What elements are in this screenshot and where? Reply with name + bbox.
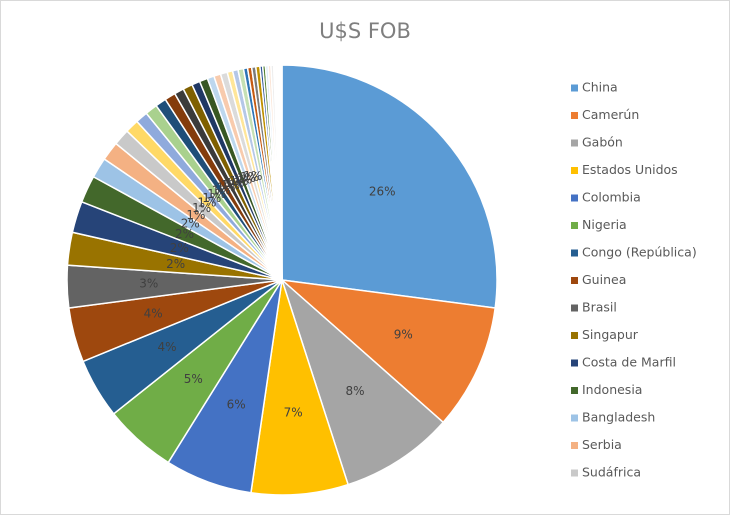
legend-label: Colombia (582, 190, 641, 205)
legend-swatch (571, 304, 578, 312)
legend-label: Gabón (582, 135, 623, 150)
chart-title: U$S FOB (319, 19, 411, 43)
data-label: 1% (225, 176, 244, 190)
legend-label: Nigeria (582, 217, 627, 232)
data-label: 5% (184, 372, 203, 386)
data-label: 2% (175, 227, 194, 241)
pie-slice (279, 64, 283, 281)
data-label: 1% (237, 171, 256, 185)
legend-swatch (571, 414, 578, 422)
data-label: 1% (216, 181, 235, 195)
data-label: 1% (192, 201, 211, 215)
data-label: 2% (166, 257, 185, 271)
legend-label: China (582, 80, 618, 95)
legend-label: Brasil (582, 300, 617, 315)
data-label: 9% (394, 328, 413, 342)
legend-label: Camerún (582, 107, 639, 122)
data-label: 8% (346, 384, 365, 398)
legend-swatch (571, 249, 578, 257)
legend-label: Congo (República) (582, 245, 697, 260)
legend-label: Guinea (582, 272, 626, 287)
legend-label: Costa de Marfil (582, 355, 676, 370)
legend-swatch (571, 112, 578, 119)
data-label: 4% (157, 340, 176, 354)
pie-slice (281, 64, 498, 309)
legend-swatch (571, 359, 578, 367)
data-label: 26% (369, 185, 396, 199)
data-label: 6% (227, 398, 246, 412)
data-label: 7% (284, 405, 303, 419)
data-label: 1% (207, 187, 226, 201)
legend-swatch (571, 332, 578, 339)
data-label: 1% (186, 208, 205, 222)
legend-label: Singapur (582, 327, 639, 342)
legend (560, 72, 718, 487)
data-label: 1% (212, 184, 231, 198)
legend-swatch (571, 194, 578, 202)
data-label: 1% (221, 178, 240, 192)
pie-slice (279, 278, 497, 424)
pie-slice (250, 279, 350, 496)
legend-label: Indonesia (582, 382, 642, 397)
data-label: 1% (240, 170, 259, 184)
legend-label: Bangladesh (582, 410, 655, 425)
data-label: 1% (197, 196, 216, 210)
legend-swatch (571, 222, 578, 229)
legend-swatch (571, 387, 578, 394)
data-label: 1% (233, 172, 252, 186)
legend-swatch (571, 167, 578, 174)
legend-label: Sudáfrica (582, 465, 641, 480)
legend-swatch (571, 469, 578, 477)
legend-label: Serbia (582, 437, 622, 452)
data-label: 3% (139, 277, 158, 291)
pie-slice (280, 277, 445, 486)
data-label: 1% (243, 169, 262, 183)
legend-swatch (571, 442, 578, 449)
data-label: 1% (202, 191, 221, 205)
data-label: 1% (229, 174, 248, 188)
data-label: 2% (170, 241, 189, 255)
data-label: 4% (144, 307, 163, 321)
legend-label: Estados Unidos (582, 162, 678, 177)
data-label: 2% (181, 216, 200, 230)
legend-swatch (571, 139, 578, 147)
legend-swatch (571, 84, 578, 92)
legend-swatch (571, 277, 578, 284)
